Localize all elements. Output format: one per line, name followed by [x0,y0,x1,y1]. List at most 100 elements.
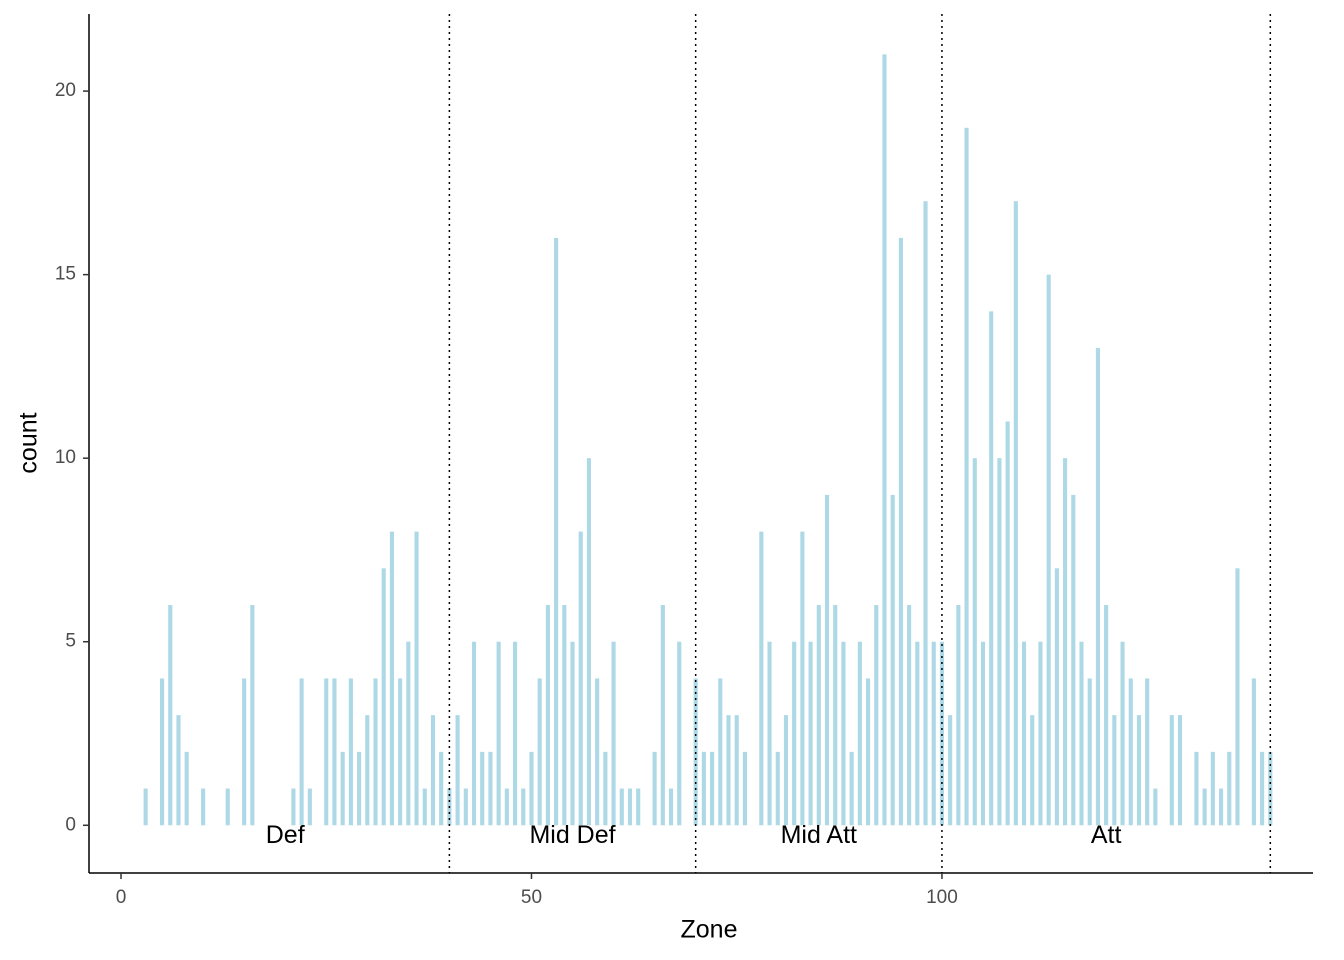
bar [1219,788,1224,826]
bar [783,715,789,826]
bar [1169,715,1174,826]
bar [792,641,797,826]
x-tick-label: 100 [926,887,958,908]
bar [1120,641,1125,826]
y-tick-label: 15 [55,264,76,285]
y-tick-label: 5 [65,631,76,652]
bar [964,127,969,826]
bar [660,605,665,826]
bar [1013,201,1018,826]
bar [554,237,559,826]
bar [759,531,764,826]
bar [972,458,977,826]
bar [422,788,427,826]
bar [562,605,567,826]
bar [1054,568,1059,826]
bar [463,788,468,826]
bar [398,678,403,826]
bar [504,788,509,826]
bar [800,531,805,826]
bar [1063,458,1068,826]
bar [1079,641,1084,826]
bar [1095,348,1100,826]
bar [1030,715,1035,826]
bar [324,678,329,826]
bar [742,751,747,826]
bar [1021,641,1027,826]
x-axis-title: Zone [681,916,738,944]
bar [627,788,633,826]
bar [841,641,846,826]
bar [824,494,830,826]
bar [545,605,550,826]
bar [677,641,682,826]
bar [956,605,961,826]
bar [529,751,534,826]
bar [693,678,698,826]
bar [718,678,723,826]
bar [931,641,936,826]
bar [357,751,362,826]
zone-label: Att [1091,821,1122,849]
bar [332,678,337,826]
bar [849,751,854,826]
bar [1153,788,1158,826]
bar [1112,715,1117,826]
bar [833,605,838,826]
zone-label: Def [266,821,305,849]
y-tick-label: 10 [55,447,76,468]
bar [1202,788,1207,826]
y-tick-label: 20 [55,80,76,101]
bar [373,678,378,826]
bar [1235,568,1240,826]
bar [1071,494,1076,826]
bar [1227,751,1232,826]
bar [595,678,600,826]
bar [980,641,986,826]
bar [1038,641,1043,826]
bar [291,788,296,826]
bar [898,237,903,826]
bar [882,54,887,826]
bar [348,678,353,826]
bar [923,201,928,826]
bar [989,311,994,826]
bar [578,531,583,826]
bar [430,715,436,826]
bar [406,641,411,826]
bar [471,641,477,826]
bar [857,641,862,826]
bar [775,751,780,826]
bar [603,751,608,826]
bar [1260,751,1265,826]
bar [381,568,386,826]
bar [340,751,345,826]
bar [184,751,189,826]
bar [496,641,501,826]
bar [997,458,1002,826]
bar [168,605,173,826]
bar [201,788,206,826]
bar [299,678,304,826]
zone-label: Mid Att [781,821,857,849]
bar [1046,274,1051,826]
bar [250,605,255,826]
x-tick-label: 50 [521,887,542,908]
bar [143,788,148,826]
y-tick-label: 0 [65,814,76,835]
bar [586,458,591,826]
bar [619,788,624,826]
bar [1087,678,1092,826]
bar [611,641,616,826]
bar [1104,605,1109,826]
bar [939,641,944,826]
bar [160,678,165,826]
bar [1177,715,1183,826]
bar [816,605,821,826]
bar [521,788,526,826]
bar [414,531,419,826]
bar [1136,715,1142,826]
bar [225,788,230,826]
bar [710,751,715,826]
